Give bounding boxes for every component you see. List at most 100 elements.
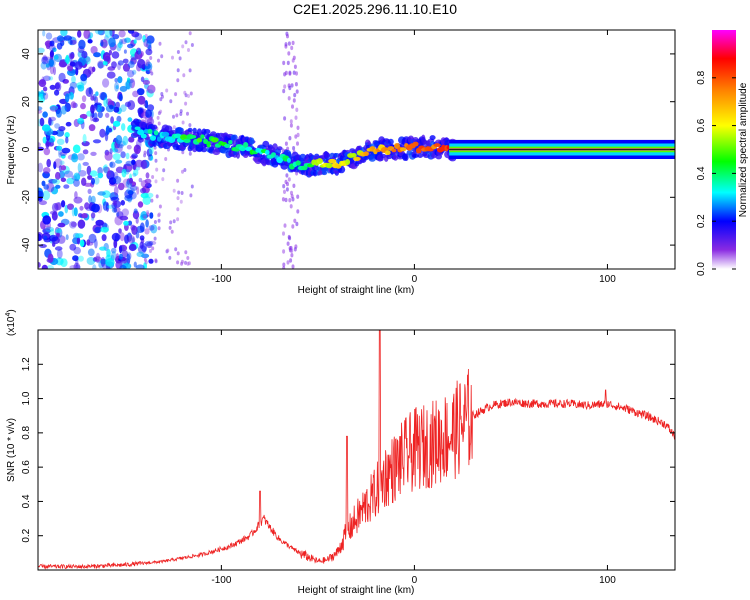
heatmap-blob bbox=[174, 92, 178, 97]
heatmap-blob bbox=[68, 92, 74, 100]
heatmap-blob bbox=[80, 102, 86, 110]
heatmap-ridge-core bbox=[345, 159, 351, 165]
heatmap-blob bbox=[38, 200, 48, 206]
heatmap-blob bbox=[135, 231, 140, 239]
heatmap-blob bbox=[117, 62, 121, 71]
heatmap-blob bbox=[77, 162, 82, 173]
heatmap-blob bbox=[137, 95, 146, 105]
heatmap-blob bbox=[59, 160, 65, 166]
heatmap-blob bbox=[56, 138, 65, 145]
heatmap-blob bbox=[284, 179, 288, 185]
heatmap-blob bbox=[49, 64, 55, 75]
heatmap-blob bbox=[126, 43, 134, 49]
heatmap-blob bbox=[169, 220, 173, 225]
heatmap-blob bbox=[188, 151, 192, 156]
snr-y-multiplier: (x104) bbox=[5, 309, 17, 336]
heatmap-blob bbox=[126, 70, 135, 78]
heatmap-blob bbox=[41, 56, 49, 65]
heatmap-blob bbox=[283, 116, 287, 121]
heatmap-blob bbox=[288, 70, 292, 76]
heatmap-blob bbox=[296, 194, 300, 199]
heatmap-blob bbox=[292, 98, 296, 103]
heatmap-blob bbox=[286, 241, 290, 246]
heatmap-blob bbox=[157, 218, 161, 223]
heatmap-ridge-core bbox=[174, 133, 182, 139]
heatmap-blob bbox=[138, 177, 143, 183]
heatmap-blob bbox=[42, 215, 52, 225]
heatmap-blob bbox=[55, 184, 61, 189]
heatmap-y-tick-label: -20 bbox=[21, 190, 32, 205]
heatmap-blob bbox=[296, 132, 300, 138]
heatmap-blob bbox=[172, 188, 176, 193]
heatmap-blob bbox=[180, 259, 184, 264]
heatmap-blob bbox=[72, 255, 79, 262]
heatmap-blob bbox=[188, 123, 192, 128]
heatmap-blob bbox=[91, 104, 98, 111]
heatmap-blob bbox=[181, 169, 184, 174]
heatmap-blob bbox=[162, 168, 166, 173]
heatmap-blob bbox=[175, 113, 179, 118]
heatmap-blob bbox=[146, 241, 153, 249]
heatmap-blob bbox=[114, 144, 123, 154]
heatmap-blob bbox=[172, 125, 176, 130]
heatmap-blob bbox=[69, 221, 77, 229]
heatmap-blob bbox=[104, 55, 111, 63]
heatmap-x-ticks: -100 0 100 bbox=[211, 30, 616, 285]
heatmap-blob bbox=[130, 185, 138, 192]
heatmap-blob bbox=[117, 76, 123, 84]
heatmap-blob bbox=[143, 108, 147, 113]
heatmap-blob bbox=[289, 123, 293, 128]
heatmap-blob bbox=[38, 47, 45, 53]
heatmap-blob bbox=[188, 68, 192, 73]
heatmap-blob bbox=[118, 253, 123, 260]
heatmap-blob bbox=[86, 241, 94, 246]
heatmap-blob bbox=[189, 91, 193, 96]
heatmap-blob bbox=[49, 105, 59, 112]
heatmap-blob bbox=[172, 219, 176, 224]
heatmap-blob bbox=[90, 212, 96, 219]
heatmap-blob bbox=[285, 187, 289, 192]
heatmap-blob bbox=[43, 147, 51, 156]
heatmap-blob bbox=[149, 212, 154, 219]
heatmap-blob bbox=[118, 30, 126, 38]
heatmap-blob bbox=[96, 104, 102, 113]
heatmap-blob bbox=[126, 144, 132, 150]
heatmap-blob bbox=[64, 132, 70, 138]
heatmap-blob bbox=[176, 196, 180, 201]
heatmap-blob bbox=[165, 88, 169, 93]
heatmap-blob bbox=[104, 30, 113, 38]
snr-y-tick-label: 0.8 bbox=[21, 425, 32, 439]
heatmap-blob bbox=[75, 257, 79, 267]
heatmap-blob bbox=[65, 234, 69, 241]
heatmap-blob bbox=[155, 194, 159, 199]
heatmap-y-ticks: -40 -20 0 20 40 bbox=[21, 48, 675, 252]
heatmap-blob bbox=[187, 48, 190, 52]
heatmap-blob bbox=[288, 198, 292, 203]
colorbar-ticks: 0.0 0.2 0.4 0.6 0.8 bbox=[696, 70, 736, 276]
heatmap-blob bbox=[148, 258, 154, 264]
heatmap-blob bbox=[283, 223, 287, 228]
heatmap-blob bbox=[292, 55, 296, 60]
heatmap-blob bbox=[146, 148, 153, 158]
heatmap-blob bbox=[283, 189, 286, 194]
heatmap-blob bbox=[39, 79, 46, 85]
heatmap-blob bbox=[128, 136, 135, 143]
heatmap-ridge-core bbox=[353, 156, 361, 161]
heatmap-blob bbox=[184, 260, 187, 265]
heatmap-blob bbox=[281, 197, 285, 202]
heatmap-blob bbox=[151, 246, 155, 251]
heatmap-ridge-halo bbox=[321, 171, 328, 176]
heatmap-ridge-halo bbox=[417, 153, 424, 159]
heatmap-blob bbox=[115, 253, 119, 261]
heatmap-blob bbox=[56, 35, 64, 42]
heatmap-blob bbox=[169, 99, 173, 104]
heatmap-blob bbox=[90, 195, 96, 204]
heatmap-blob bbox=[89, 170, 98, 177]
heatmap-blob bbox=[48, 76, 54, 81]
heatmap-blob bbox=[93, 176, 100, 185]
heatmap-blob bbox=[60, 165, 67, 171]
heatmap-blob bbox=[89, 112, 94, 122]
heatmap-blob bbox=[143, 215, 147, 220]
heatmap-blob bbox=[133, 208, 138, 214]
heatmap-blob bbox=[63, 184, 70, 189]
